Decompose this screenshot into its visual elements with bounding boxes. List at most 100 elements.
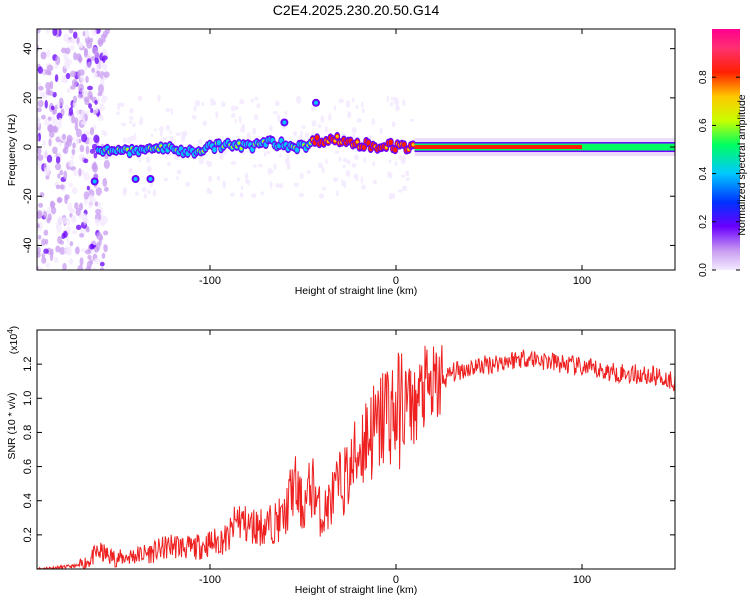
heatmap-noise-cell	[86, 185, 90, 191]
heatmap-speckle-cell	[273, 110, 278, 115]
heatmap-noise-cell	[86, 61, 92, 69]
heatmap-noise-cell	[37, 146, 42, 155]
heatmap-sidelobe-core	[314, 100, 319, 105]
heatmap-y-ticks: -40 -20 0 20 40	[22, 43, 675, 253]
heatmap-noise-cell	[55, 156, 61, 164]
heatmap-speckle-cell	[321, 186, 326, 191]
heatmap-noise-cell	[77, 69, 81, 79]
heatmap-speckle-cell	[176, 169, 182, 174]
heatmap-noise-cell	[85, 145, 90, 155]
heatmap-noise-cell	[89, 243, 95, 250]
heatmap-speckle-cell	[306, 170, 311, 175]
heatmap-noise-cell	[46, 154, 53, 163]
heatmap-noise-cell	[80, 229, 87, 234]
heatmap-speckle-cell	[353, 154, 359, 161]
heatmap-y-tick-label: -40	[22, 237, 34, 253]
heatmap-noise-cell	[86, 39, 93, 49]
heatmap-speckle-cell	[198, 156, 204, 165]
heatmap-noise-cell	[102, 63, 108, 72]
heatmap-noise-cell	[57, 173, 61, 179]
heatmap-noise-cell	[49, 80, 54, 90]
heatmap-speckle-cell	[250, 98, 254, 103]
heatmap-speckle-cell	[351, 97, 355, 103]
heatmap-speckle-cell	[258, 163, 263, 168]
heatmap-speckle-cell	[207, 161, 213, 168]
heatmap-noise-cell	[97, 84, 104, 94]
heatmap-noise-cell	[45, 174, 50, 180]
heatmap-speckle-cell	[246, 180, 251, 186]
heatmap-speckle-cell	[352, 126, 357, 135]
heatmap-noise-cell	[103, 244, 108, 253]
heatmap-noise-cell	[94, 257, 100, 265]
heatmap-speckle-cell	[238, 115, 242, 124]
heatmap-noise-cell	[69, 241, 74, 247]
heatmap-noise-cell	[43, 149, 48, 159]
heatmap-speckle-cell	[360, 101, 364, 109]
snr-frame	[36, 329, 676, 570]
heatmap-ridge-peak	[411, 143, 415, 147]
heatmap-noise-cell	[63, 230, 68, 238]
heatmap-noise-cell	[70, 154, 75, 160]
heatmap-noise-cell	[61, 133, 67, 140]
heatmap-speckle-cell	[176, 176, 179, 181]
heatmap-speckle-cell	[241, 123, 246, 129]
heatmap-noise-cell	[84, 249, 92, 255]
heatmap-y-tick-label: 20	[22, 92, 34, 104]
heatmap-noise-cell	[74, 122, 79, 132]
heatmap-speckle-cell	[402, 99, 406, 107]
heatmap-speckle-cell	[129, 107, 134, 114]
heatmap-speckle-cell	[274, 100, 280, 107]
heatmap-ridge-peak	[237, 141, 241, 145]
heatmap-noise-cell	[72, 142, 76, 149]
heatmap-speckle-cell	[372, 179, 378, 185]
heatmap-speckle-cell	[311, 120, 317, 127]
heatmap-ridge-peak	[335, 134, 339, 138]
heatmap-ridge-peak	[355, 140, 359, 144]
heatmap-noise-cell	[94, 201, 99, 207]
heatmap-noise-cell	[75, 135, 80, 145]
heatmap-ridge-core	[314, 134, 320, 141]
heatmap-noise-cell	[88, 194, 94, 204]
snr-y-tick-label: 0.4	[22, 493, 34, 508]
heatmap-speckle-cell	[185, 181, 191, 187]
heatmap-speckle-cell	[240, 185, 244, 191]
heatmap-speckle-cell	[277, 118, 281, 123]
heatmap-noise-cell	[77, 41, 84, 49]
heatmap-noise-cell	[101, 55, 108, 61]
heatmap-speckle-cell	[356, 118, 362, 123]
heatmap-speckle-cell	[371, 118, 376, 126]
heatmap-ridge-core	[212, 146, 217, 153]
heatmap-noise-cell	[68, 29, 74, 34]
heatmap-ridge-core	[294, 147, 300, 153]
heatmap-speckle-cell	[252, 127, 257, 136]
heatmap-speckle-cell	[336, 190, 339, 197]
heatmap-noise-cell	[72, 31, 78, 39]
heatmap-speckle-cell	[139, 121, 144, 125]
heatmap-noise-cell	[93, 134, 100, 144]
heatmap-speckle-cell	[355, 104, 359, 109]
heatmap-speckle-cell	[391, 121, 396, 128]
heatmap-speckle-cell	[149, 182, 153, 188]
heatmap-noise-cell	[38, 85, 44, 91]
heatmap-noise-cell	[69, 45, 76, 51]
snr-series-line	[37, 345, 675, 569]
heatmap-speckle-cell	[305, 132, 310, 139]
heatmap-speckle-cell	[341, 178, 344, 187]
heatmap-noise-cell	[43, 119, 51, 126]
heatmap-speckle-cell	[360, 176, 364, 184]
heatmap-noise-cell	[102, 48, 108, 56]
heatmap-noise-cell	[63, 170, 68, 180]
snr-y-tick-label: 1.2	[22, 356, 34, 371]
heatmap-noise-cell	[62, 148, 67, 154]
heatmap-noise-cell	[37, 159, 43, 166]
heatmap-noise-cell	[88, 202, 93, 209]
heatmap-speckle-cell	[338, 98, 344, 104]
heatmap-noise-cell	[41, 114, 46, 120]
heatmap-speckle-cell	[165, 108, 171, 113]
heatmap-x-axis-label: Height of straight line (km)	[295, 285, 418, 297]
heatmap-speckle-cell	[220, 101, 226, 108]
heatmap-speckle-cell	[268, 125, 273, 132]
heatmap-noise-cell	[37, 251, 41, 258]
heatmap-y-tick-label: 0	[22, 144, 34, 150]
heatmap-speckle-cell	[159, 126, 164, 133]
